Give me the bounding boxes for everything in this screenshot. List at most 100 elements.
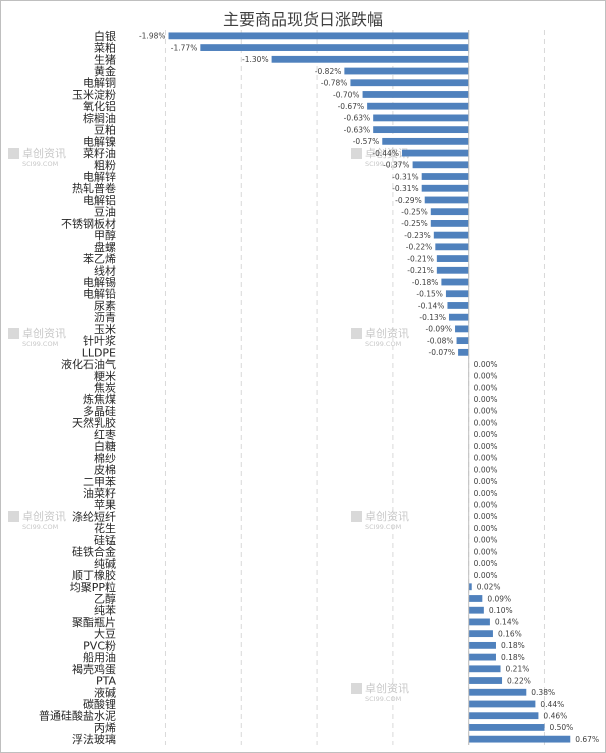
category-label: 针叶浆	[83, 334, 116, 348]
category-label: 沥青	[94, 311, 116, 324]
bar	[468, 595, 483, 602]
data-label: -0.08%	[427, 336, 454, 345]
data-label: -0.63%	[344, 125, 371, 134]
category-labels: 白银菜粕生猪黄金电解铜玉米淀粉氧化铝棕榈油豆粕电解镍菜籽油粗粉电解锌热轧普卷电解…	[39, 29, 116, 746]
watermark-subtext: SCI99.COM	[365, 340, 401, 348]
bar	[430, 208, 469, 216]
bar	[468, 630, 493, 638]
bar	[468, 712, 539, 720]
bar	[458, 348, 469, 356]
category-label: 聚酯瓶片	[72, 615, 116, 629]
watermark-logo-icon	[351, 148, 362, 159]
bar	[468, 641, 496, 649]
category-label: 油菜籽	[83, 486, 116, 500]
bar	[344, 67, 469, 75]
data-label: -0.07%	[429, 348, 456, 357]
data-label: 0.00%	[474, 407, 498, 416]
data-label: -1.30%	[242, 55, 269, 64]
bar	[448, 313, 469, 321]
category-label: 褐壳鸡蛋	[72, 662, 116, 676]
category-label: 涤纶短纤	[72, 509, 116, 523]
category-label: 电解铜	[83, 76, 116, 90]
watermark-text: 卓创资讯	[365, 510, 409, 523]
category-label: 棕榈油	[83, 111, 116, 125]
bar	[456, 337, 469, 345]
bar	[412, 161, 469, 169]
category-label: 菜籽油	[83, 146, 116, 160]
data-label: 0.00%	[474, 465, 498, 474]
category-label: 大豆	[94, 627, 116, 641]
category-label: 生猪	[94, 52, 116, 66]
category-label: 棉纱	[94, 451, 116, 465]
data-label: -0.21%	[407, 254, 434, 263]
category-label: 顺丁橡胶	[72, 568, 116, 582]
bar	[436, 255, 469, 262]
bar	[362, 91, 469, 98]
data-label: 0.00%	[474, 395, 498, 404]
category-label: 豆油	[94, 205, 116, 219]
bar	[468, 688, 527, 696]
watermark-subtext: SCI99.COM	[22, 160, 58, 168]
bar	[421, 173, 469, 180]
category-label: 液碱	[94, 685, 116, 699]
data-label: 0.00%	[474, 489, 498, 498]
data-label: 0.09%	[487, 594, 511, 603]
data-label: 0.02%	[477, 583, 501, 592]
category-label: 红枣	[94, 428, 116, 441]
bar	[468, 700, 536, 708]
category-label: PTA	[96, 675, 116, 688]
watermark-logo-icon	[351, 328, 362, 339]
category-label: 液化石油气	[61, 357, 116, 371]
data-label: -0.21%	[407, 266, 434, 275]
bar	[367, 102, 469, 110]
data-label: 0.00%	[474, 501, 498, 510]
bar	[468, 665, 501, 673]
data-label: 0.00%	[474, 372, 498, 381]
category-label: 粗粉	[94, 159, 116, 172]
bar	[455, 325, 469, 333]
data-label: 0.00%	[474, 454, 498, 463]
data-label: 0.00%	[474, 360, 498, 369]
data-label: -1.77%	[171, 43, 198, 52]
data-label: 0.00%	[474, 418, 498, 427]
data-labels: -1.98% -1.77% -1.30% -0.82% -0.78% -0.70% -0.6…	[139, 32, 599, 744]
bar	[441, 278, 469, 286]
category-label: 豆粕	[94, 123, 116, 137]
data-label: 0.38%	[531, 688, 555, 697]
data-label: -0.23%	[404, 231, 431, 240]
data-label: -0.22%	[406, 243, 433, 252]
data-label: -0.13%	[419, 313, 446, 322]
category-label: 电解镍	[83, 134, 116, 148]
watermark-text: 卓创资讯	[22, 327, 66, 340]
watermarks: 卓创资讯SCI99.COM卓创资讯SCI99.COM卓创资讯SCI99.COM卓…	[8, 147, 409, 703]
data-label: 0.00%	[474, 383, 498, 392]
data-label: 0.00%	[474, 547, 498, 556]
category-label: 电解铅	[83, 287, 116, 301]
category-label: 苹果	[94, 498, 116, 512]
category-label: 黄金	[94, 64, 116, 78]
category-label: LLDPE	[82, 346, 116, 359]
category-label: 粳米	[94, 369, 116, 383]
category-label: 浮法玻璃	[72, 732, 116, 746]
data-label: 0.18%	[501, 641, 525, 650]
bar	[436, 266, 469, 274]
data-label: 0.22%	[507, 676, 531, 685]
category-label: 不锈钢板材	[61, 216, 116, 230]
data-label: 0.00%	[474, 442, 498, 451]
category-label: 多晶硅	[83, 404, 116, 418]
data-label: 0.44%	[540, 700, 564, 709]
category-label: 炼焦煤	[83, 392, 116, 406]
category-label: 碳酸锂	[83, 697, 116, 711]
data-label: -0.25%	[401, 219, 428, 228]
bar	[433, 231, 469, 239]
category-label: 甲醇	[94, 228, 116, 242]
data-label: -0.63%	[344, 114, 371, 123]
category-label: 船用油	[83, 650, 116, 664]
data-label: -0.82%	[315, 67, 342, 76]
category-label: 玉米	[94, 323, 116, 336]
category-label: PVC粉	[83, 639, 116, 652]
data-label: -0.18%	[412, 278, 439, 287]
data-label: 0.14%	[495, 618, 519, 627]
data-label: 0.00%	[474, 571, 498, 580]
